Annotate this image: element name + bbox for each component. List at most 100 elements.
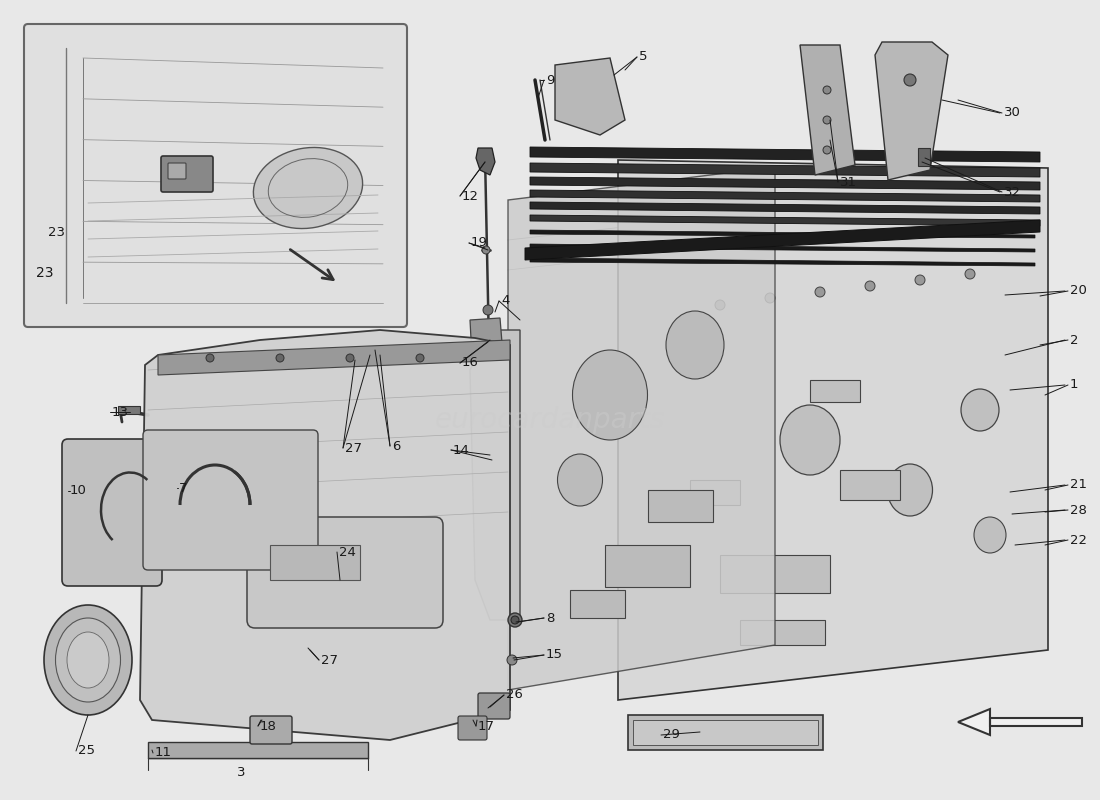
Polygon shape [476,148,495,175]
Ellipse shape [253,147,363,229]
Text: 13: 13 [112,406,129,418]
Text: 14: 14 [453,443,470,457]
Text: 5: 5 [639,50,648,63]
Circle shape [715,300,725,310]
Text: 21: 21 [1070,478,1087,491]
FancyBboxPatch shape [248,517,443,628]
Polygon shape [556,58,625,135]
Circle shape [823,116,830,124]
FancyBboxPatch shape [478,693,510,719]
FancyBboxPatch shape [161,156,213,192]
Text: 10: 10 [70,485,87,498]
Polygon shape [525,220,1040,260]
Circle shape [482,246,490,254]
Circle shape [276,354,284,362]
Bar [918,148,930,166]
Ellipse shape [974,517,1006,553]
Circle shape [915,275,925,285]
Circle shape [965,269,975,279]
Ellipse shape [44,605,132,715]
Bar [118,406,140,414]
Bar [570,590,625,618]
Ellipse shape [780,405,840,475]
Ellipse shape [558,454,603,506]
Text: eurocardanparts: eurocardanparts [434,406,666,434]
Text: 11: 11 [155,746,172,759]
Bar [148,742,368,758]
Circle shape [346,354,354,362]
Text: 27: 27 [345,442,362,454]
FancyBboxPatch shape [62,439,162,586]
Polygon shape [530,244,1035,252]
Circle shape [904,74,916,86]
Text: 25: 25 [78,745,95,758]
Text: 27: 27 [321,654,338,666]
FancyBboxPatch shape [143,430,318,570]
Text: 23: 23 [48,226,65,239]
Bar [628,715,823,750]
Polygon shape [470,318,503,358]
Circle shape [508,613,522,627]
Polygon shape [140,330,510,740]
Polygon shape [530,177,1040,190]
Circle shape [865,281,874,291]
Text: 17: 17 [478,719,495,733]
Polygon shape [530,230,1035,238]
Ellipse shape [961,389,999,431]
Circle shape [416,354,424,362]
Circle shape [507,655,517,665]
Bar [648,490,713,522]
FancyBboxPatch shape [458,716,487,740]
Text: 7: 7 [179,482,187,494]
Polygon shape [530,163,1040,177]
Polygon shape [158,340,510,375]
Text: 29: 29 [663,729,680,742]
Text: 6: 6 [392,439,400,453]
Bar [740,620,825,645]
Text: 19: 19 [471,237,488,250]
Polygon shape [508,167,776,690]
Ellipse shape [55,618,121,702]
Ellipse shape [888,464,933,516]
Polygon shape [874,42,948,180]
Bar [840,470,900,500]
Bar [810,380,860,402]
Polygon shape [618,160,1048,700]
Text: 24: 24 [339,546,356,558]
Bar [690,480,740,505]
Circle shape [512,616,519,624]
Text: 15: 15 [546,649,563,662]
Bar [632,720,818,745]
Polygon shape [530,258,1035,266]
Ellipse shape [572,350,648,440]
Text: 16: 16 [462,357,478,370]
Text: 23: 23 [36,266,54,280]
Circle shape [764,293,776,303]
Bar [720,555,830,593]
Polygon shape [958,709,1082,735]
FancyBboxPatch shape [24,24,407,327]
Text: 2: 2 [1070,334,1078,346]
Polygon shape [800,45,855,175]
Bar [605,545,690,587]
Text: 1: 1 [1070,378,1078,391]
FancyBboxPatch shape [250,716,292,744]
Ellipse shape [666,311,724,379]
Text: 22: 22 [1070,534,1087,546]
Text: 3: 3 [236,766,245,779]
Text: 20: 20 [1070,285,1087,298]
Text: 12: 12 [462,190,478,202]
Text: 32: 32 [1004,186,1021,198]
Polygon shape [470,330,520,620]
Circle shape [206,354,214,362]
Text: 18: 18 [260,719,277,733]
Ellipse shape [67,632,109,688]
Text: 8: 8 [546,611,554,625]
Circle shape [815,287,825,297]
Circle shape [823,146,830,154]
Circle shape [483,305,493,315]
Polygon shape [530,147,1040,162]
Polygon shape [530,190,1040,202]
Polygon shape [530,215,1040,226]
Text: 9: 9 [546,74,554,86]
